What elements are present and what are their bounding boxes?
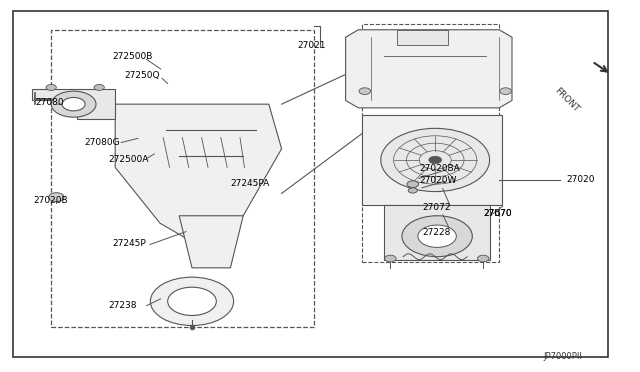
Text: 272500A: 272500A bbox=[109, 155, 149, 164]
Circle shape bbox=[49, 193, 64, 202]
Circle shape bbox=[407, 181, 419, 187]
Text: 27250Q: 27250Q bbox=[125, 71, 160, 80]
Text: 27020B: 27020B bbox=[33, 196, 68, 205]
Circle shape bbox=[62, 97, 85, 111]
Circle shape bbox=[385, 255, 396, 262]
Text: 27228: 27228 bbox=[422, 228, 451, 237]
Circle shape bbox=[500, 88, 511, 94]
Circle shape bbox=[359, 88, 371, 94]
Polygon shape bbox=[179, 216, 243, 268]
Text: 27020BA: 27020BA bbox=[419, 164, 460, 173]
Circle shape bbox=[429, 156, 442, 164]
Text: 27238: 27238 bbox=[109, 301, 138, 310]
Circle shape bbox=[381, 128, 490, 192]
Text: 27020: 27020 bbox=[566, 175, 595, 184]
Circle shape bbox=[402, 216, 472, 257]
Bar bbox=[362, 115, 502, 205]
Text: 27b70: 27b70 bbox=[483, 209, 512, 218]
Circle shape bbox=[150, 277, 234, 326]
Text: 27020W: 27020W bbox=[419, 176, 456, 185]
Circle shape bbox=[418, 225, 456, 247]
Text: 27080: 27080 bbox=[35, 98, 64, 107]
Circle shape bbox=[477, 255, 489, 262]
Bar bbox=[362, 24, 499, 262]
Circle shape bbox=[51, 91, 96, 117]
Circle shape bbox=[94, 84, 104, 90]
Text: 27080G: 27080G bbox=[84, 138, 120, 147]
Bar bbox=[397, 30, 448, 45]
Bar bbox=[51, 30, 314, 327]
Polygon shape bbox=[346, 30, 512, 108]
Circle shape bbox=[46, 84, 56, 90]
Text: 27072: 27072 bbox=[422, 203, 451, 212]
Circle shape bbox=[168, 287, 216, 315]
Text: 27245PA: 27245PA bbox=[230, 179, 269, 187]
Polygon shape bbox=[115, 104, 282, 242]
Bar bbox=[384, 205, 490, 260]
Text: 27245P: 27245P bbox=[112, 239, 146, 248]
Text: 27021: 27021 bbox=[298, 41, 326, 50]
Text: FRONT: FRONT bbox=[552, 86, 580, 113]
Text: JP7000PII: JP7000PII bbox=[543, 352, 582, 361]
Circle shape bbox=[408, 188, 417, 193]
Text: 27070: 27070 bbox=[483, 209, 512, 218]
Polygon shape bbox=[32, 89, 115, 119]
Text: 272500B: 272500B bbox=[112, 52, 152, 61]
